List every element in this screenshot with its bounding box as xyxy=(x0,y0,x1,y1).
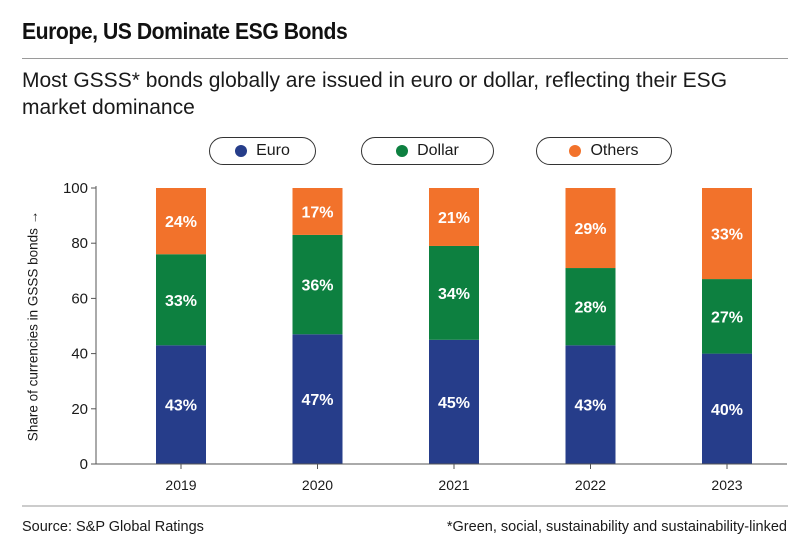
bar-dollar-2021 xyxy=(429,245,479,340)
legend-item-others: Others xyxy=(536,137,672,165)
footnote: *Green, social, sustainability and susta… xyxy=(446,519,787,535)
x-tick-label-2020: 2020 xyxy=(302,477,333,493)
legend-swatch-others xyxy=(569,145,582,157)
data-label-others-2021: 21% xyxy=(438,210,470,227)
bar-euro-2022 xyxy=(565,345,616,464)
data-label-dollar-2021: 34% xyxy=(438,286,470,303)
legend-swatch-euro xyxy=(235,145,248,157)
y-tick-label-0: 0 xyxy=(80,456,88,473)
x-tick-label-2023: 2023 xyxy=(711,477,742,493)
bar-dollar-2020 xyxy=(292,234,343,335)
bar-others-2021 xyxy=(429,188,479,246)
data-label-others-2023: 33% xyxy=(711,227,743,244)
legend-label-dollar: Dollar xyxy=(417,142,459,159)
data-label-euro-2021: 45% xyxy=(438,395,470,412)
x-tick-label-2021: 2021 xyxy=(438,477,469,493)
bar-dollar-2019 xyxy=(156,254,206,346)
bar-euro-2021 xyxy=(429,339,479,464)
data-label-dollar-2020: 36% xyxy=(301,278,333,295)
x-tick-label-2019: 2019 xyxy=(165,477,196,493)
data-label-dollar-2019: 33% xyxy=(165,293,197,310)
legend-label-others: Others xyxy=(590,142,639,159)
data-label-euro-2022: 43% xyxy=(574,398,606,415)
data-label-euro-2020: 47% xyxy=(301,392,333,409)
legend-item-euro: Euro xyxy=(209,137,316,165)
data-label-euro-2023: 40% xyxy=(711,402,743,419)
chart-subtitle: Most GSSS* bonds globally are issued in … xyxy=(22,69,728,119)
bar-others-2023 xyxy=(702,188,752,280)
data-label-others-2020: 17% xyxy=(301,204,333,221)
x-tick-label-2022: 2022 xyxy=(575,477,606,493)
bar-others-2022 xyxy=(565,188,616,269)
bar-dollar-2022 xyxy=(565,268,616,346)
y-tick-label-40: 40 xyxy=(71,346,88,363)
bar-dollar-2023 xyxy=(702,279,752,354)
y-tick-label-20: 20 xyxy=(71,401,88,418)
chart-title: Europe, US Dominate ESG Bonds xyxy=(22,18,348,44)
y-tick-label-80: 80 xyxy=(71,235,88,252)
bar-others-2020 xyxy=(292,188,343,235)
legend-swatch-dollar xyxy=(396,145,409,157)
y-tick-label-100: 100 xyxy=(63,180,88,197)
bar-euro-2019 xyxy=(156,345,206,464)
data-label-others-2019: 24% xyxy=(165,214,197,231)
data-label-euro-2019: 43% xyxy=(165,398,197,415)
y-tick-label-60: 60 xyxy=(71,290,88,307)
title-divider xyxy=(22,58,788,59)
legend-label-euro: Euro xyxy=(256,142,290,159)
data-label-dollar-2023: 27% xyxy=(711,309,743,326)
legend-item-dollar: Dollar xyxy=(361,137,494,165)
data-label-dollar-2022: 28% xyxy=(574,300,606,317)
bar-euro-2023 xyxy=(702,353,752,464)
bar-others-2019 xyxy=(156,188,206,255)
data-label-others-2022: 29% xyxy=(574,221,606,238)
source-note: Source: S&P Global Ratings xyxy=(22,519,204,535)
bar-euro-2020 xyxy=(292,334,343,464)
